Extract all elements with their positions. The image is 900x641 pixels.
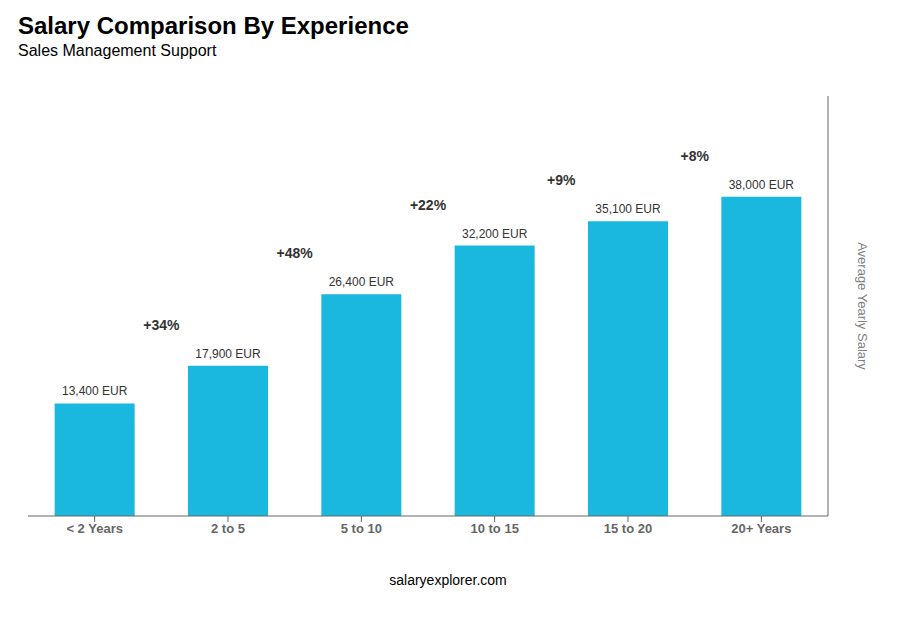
svg-text:35,100 EUR: 35,100 EUR <box>595 202 661 216</box>
svg-text:17,900 EUR: 17,900 EUR <box>195 347 261 361</box>
svg-text:+48%: +48% <box>277 245 314 261</box>
svg-text:< 2 Years: < 2 Years <box>66 521 123 536</box>
svg-text:+34%: +34% <box>143 317 180 333</box>
svg-text:Average Yearly Salary: Average Yearly Salary <box>855 242 870 370</box>
svg-text:13,400 EUR: 13,400 EUR <box>62 384 128 398</box>
html-text:Sales Management Support: Sales Management Support <box>18 42 217 59</box>
svg-text:15 to 20: 15 to 20 <box>604 521 652 536</box>
svg-text:20+ Years: 20+ Years <box>731 521 791 536</box>
svg-text:+9%: +9% <box>547 172 576 188</box>
svg-text:+22%: +22% <box>410 197 447 213</box>
html-text:Salary Comparison By Experienc: Salary Comparison By Experience <box>18 12 409 39</box>
svg-text:26,400 EUR: 26,400 EUR <box>329 275 395 289</box>
svg-text:38,000 EUR: 38,000 EUR <box>729 178 795 192</box>
svg-text:10 to 15: 10 to 15 <box>470 521 518 536</box>
html-text:salaryexplorer.com: salaryexplorer.com <box>389 572 507 588</box>
svg-text:32,200 EUR: 32,200 EUR <box>462 227 528 241</box>
svg-text:+8%: +8% <box>680 148 709 164</box>
svg-text:5 to 10: 5 to 10 <box>341 521 382 536</box>
svg-text:2 to 5: 2 to 5 <box>211 521 245 536</box>
